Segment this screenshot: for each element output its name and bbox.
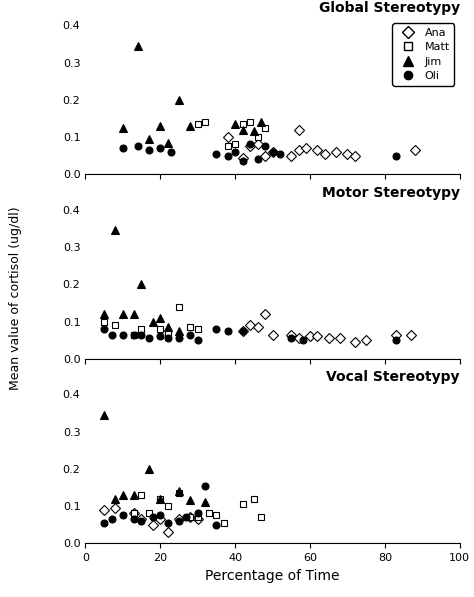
Legend: Ana, Matt, Jim, Oli: Ana, Matt, Jim, Oli — [392, 23, 454, 86]
X-axis label: Percentage of Time: Percentage of Time — [205, 568, 340, 583]
Text: Vocal Stereotypy: Vocal Stereotypy — [326, 370, 460, 384]
Text: Mean value of cortisol (ug/dl): Mean value of cortisol (ug/dl) — [9, 207, 22, 390]
Text: Global Stereotypy: Global Stereotypy — [319, 1, 460, 16]
Text: Motor Stereotypy: Motor Stereotypy — [322, 186, 460, 200]
